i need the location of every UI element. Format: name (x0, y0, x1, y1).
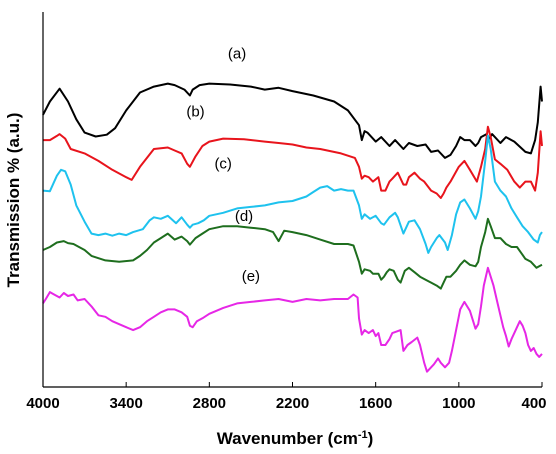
x-axis-title: Wavenumber (cm-1) (217, 429, 374, 448)
x-axis-title-superscript: -1 (358, 429, 368, 441)
x-tick-label: 1000 (442, 395, 475, 412)
x-tick-label: 2800 (193, 395, 226, 412)
series-label-c: (c) (214, 155, 232, 172)
x-tick-label: 1600 (359, 395, 392, 412)
x-axis-title-main: Wavenumber (cm (217, 429, 358, 448)
y-axis-title: Transmission % (a.u.) (4, 113, 23, 288)
series-label-layer: (a) (b) (c) (d) (e) (186, 45, 260, 285)
x-tick-label: 2200 (276, 395, 309, 412)
series-line-c (42, 134, 543, 254)
x-axis-title-close: ) (368, 429, 374, 448)
x-tick-label: 3400 (109, 395, 142, 412)
x-tick-label: 4000 (26, 395, 59, 412)
series-label-a: (a) (228, 45, 246, 62)
series-line-a (42, 82, 543, 159)
series-label-d: (d) (235, 208, 253, 225)
series-line-d (42, 217, 543, 290)
x-tick-layer: 4000 3400 2800 2200 1600 1000 400 (26, 382, 547, 412)
series-line-e (42, 266, 543, 373)
x-tick-label: 400 (521, 395, 546, 412)
series-layer (42, 82, 543, 373)
series-label-e: (e) (242, 268, 260, 285)
series-line-b (43, 125, 543, 199)
series-label-b: (b) (186, 103, 204, 120)
